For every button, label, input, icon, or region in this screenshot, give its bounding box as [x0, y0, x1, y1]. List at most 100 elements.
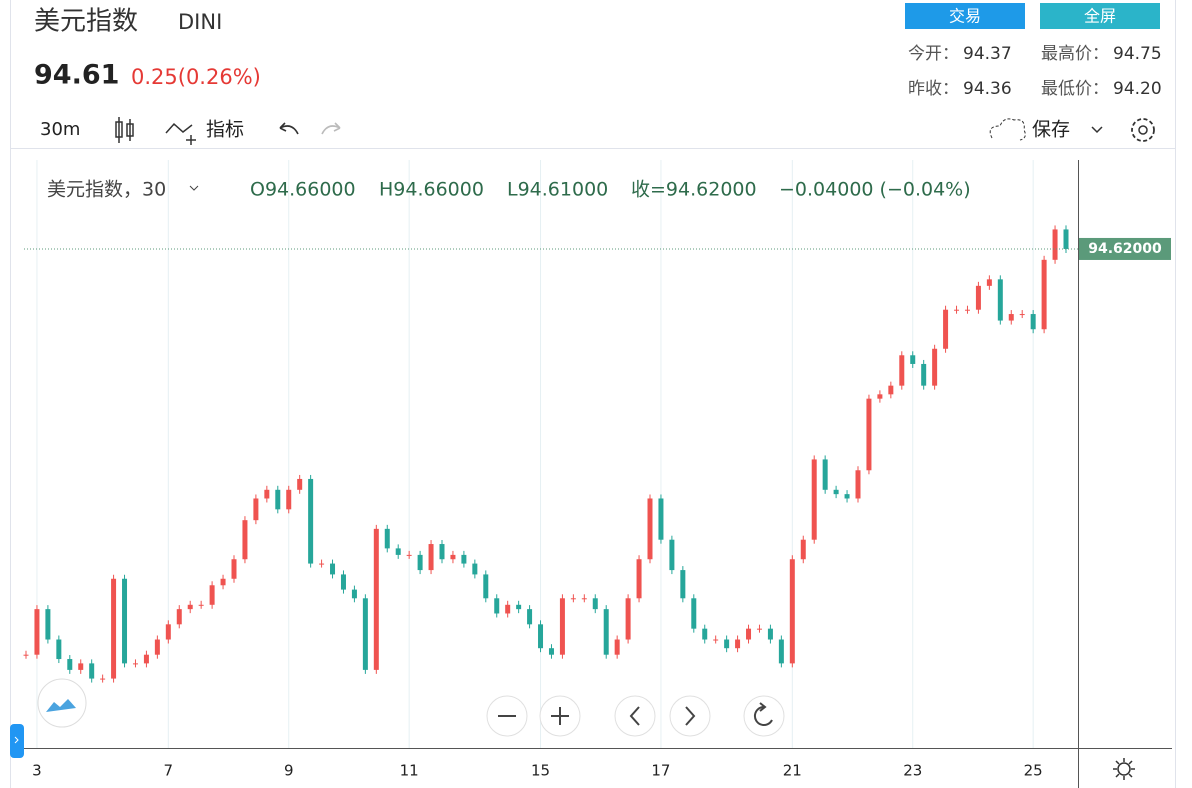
scroll-right[interactable] [669, 695, 711, 737]
candle [264, 489, 270, 499]
candle-icon[interactable] [115, 117, 134, 143]
legend-high: H94.66000 [379, 179, 484, 201]
candle [472, 563, 478, 575]
candle [67, 659, 73, 670]
x-tick-label: 21 [783, 762, 802, 780]
candle [724, 639, 730, 649]
candle [538, 624, 544, 649]
candle [1008, 314, 1014, 321]
trade-button[interactable] [905, 3, 1025, 29]
cloud-icon[interactable] [989, 118, 1026, 141]
last-price-label: 94.62000 [1088, 241, 1162, 257]
right-icon[interactable] [685, 706, 696, 726]
candle [910, 355, 916, 364]
candle [713, 639, 719, 641]
candle [362, 598, 368, 670]
candle [428, 544, 434, 571]
settings[interactable] [1138, 125, 1148, 135]
side-toggle-icon[interactable] [14, 736, 19, 744]
stat-label: 最高价： [1041, 44, 1109, 64]
legend-symbol: 美元指数，30 [47, 179, 166, 201]
redo[interactable] [321, 122, 341, 135]
last-price-box [1079, 237, 1171, 260]
candle [986, 279, 992, 286]
candle [373, 528, 379, 670]
stat-label: 昨收： [908, 79, 959, 99]
candle [384, 528, 390, 549]
candle [680, 570, 686, 599]
change: 0.25(0.26%) [131, 65, 261, 89]
legend-low: L94.61000 [507, 179, 608, 201]
candle [548, 648, 554, 655]
candle [351, 589, 357, 599]
x-tick-label: 15 [531, 762, 550, 780]
candle [483, 574, 489, 599]
scroll-left[interactable] [614, 695, 656, 737]
candle [308, 478, 314, 564]
candle [888, 385, 894, 395]
candle [143, 654, 149, 664]
candle [34, 609, 40, 655]
axis-settings[interactable] [1117, 762, 1131, 776]
candle [242, 520, 248, 560]
stat-value: 94.75 [1113, 44, 1162, 64]
logo-icon[interactable] [46, 699, 76, 712]
candle [1052, 229, 1058, 260]
stat-label: 今开： [908, 44, 959, 64]
fullscreen-button[interactable] [1040, 3, 1160, 29]
candle [943, 309, 949, 349]
candle [187, 604, 193, 610]
zoom-in-icon[interactable] [551, 707, 569, 725]
save[interactable]: 保存 [1032, 119, 1070, 141]
candle [1041, 259, 1047, 330]
left-icon[interactable] [629, 706, 640, 726]
settings[interactable] [1131, 118, 1155, 142]
candle [1019, 314, 1025, 316]
candle [866, 398, 872, 471]
candle [811, 459, 817, 540]
candle [45, 609, 51, 640]
candle [964, 309, 970, 311]
candle [899, 355, 905, 386]
indicator-icon[interactable] [165, 122, 196, 145]
candle [23, 654, 29, 656]
indicators[interactable]: 指标 [206, 119, 244, 141]
trade-button-label[interactable]: 交易 [949, 7, 981, 26]
candle [209, 585, 215, 605]
candle [778, 639, 784, 664]
candle [1030, 314, 1036, 330]
candle [647, 498, 653, 560]
logo[interactable] [37, 678, 87, 728]
candle [954, 309, 960, 311]
candle [592, 598, 598, 610]
x-tick-label: 17 [651, 762, 670, 780]
candle [132, 663, 138, 665]
candle [877, 394, 883, 399]
candle [767, 628, 773, 640]
axis-settings[interactable] [1113, 758, 1135, 780]
candle [800, 539, 806, 560]
plot [23, 160, 1078, 748]
symbol: DINI [178, 10, 222, 34]
legend-menu[interactable] [189, 185, 199, 191]
undo[interactable] [279, 122, 299, 135]
candle [461, 554, 467, 564]
reset[interactable] [743, 695, 785, 737]
candle [111, 578, 117, 679]
candle [220, 578, 226, 586]
fullscreen-button-label[interactable]: 全屏 [1084, 7, 1116, 26]
candle [691, 598, 697, 629]
x-tick-label: 11 [400, 762, 419, 780]
legend-close: 收=94.62000 [631, 179, 757, 201]
legend-change: −0.04000 (−0.04%) [779, 179, 971, 201]
interval[interactable]: 30m [40, 119, 80, 140]
stat-value: 94.20 [1113, 79, 1162, 99]
candle [746, 628, 752, 640]
candle [636, 559, 642, 599]
candle [494, 598, 500, 614]
reset-icon[interactable] [753, 702, 773, 726]
legend-open: O94.66000 [250, 179, 356, 201]
candle [100, 678, 106, 680]
save-menu[interactable] [1091, 126, 1103, 134]
candle [165, 624, 171, 640]
